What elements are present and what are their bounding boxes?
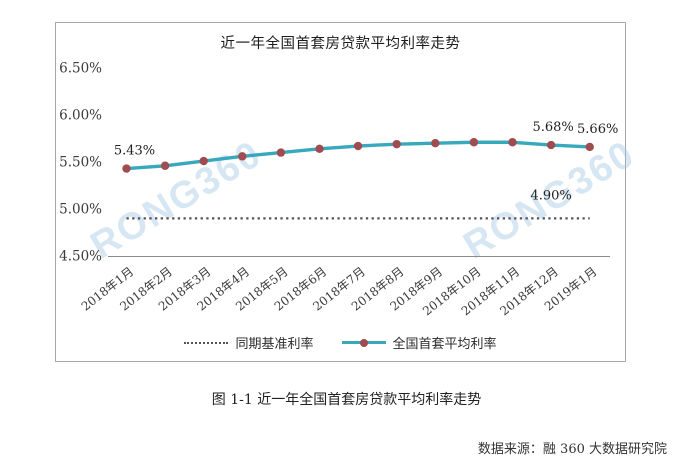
data-point-marker	[122, 164, 131, 173]
data-point-marker	[199, 156, 208, 166]
data-source: 数据来源：融 360 大数据研究院	[477, 442, 667, 457]
point-value-label: 5.66%	[577, 122, 618, 137]
marker-dot-icon	[359, 338, 368, 347]
data-point-marker	[585, 142, 594, 152]
figure-caption: 图 1-1 近一年全国首套房贷款平均利率走势	[211, 392, 482, 408]
point-value-label: 5.43%	[114, 144, 155, 159]
legend-label-average: 全国首套平均利率	[392, 337, 497, 352]
data-point-marker	[508, 138, 517, 147]
legend-label-benchmark: 同期基准利率	[235, 337, 314, 352]
line-chart-plot: 6.50%6.00%5.50%5.00%4.50%2018年1月2018年2月2…	[59, 61, 618, 319]
chart-panel: 近一年全国首套房贷款平均利率走势 RONG360 RONG360 6.50% 6.…	[55, 22, 642, 362]
data-point-marker	[238, 152, 247, 161]
y-axis-tick-label: 6.00%	[59, 108, 102, 124]
y-axis-tick-label: 5.50%	[59, 155, 102, 171]
y-axis-tick-label: 5.00%	[59, 202, 102, 218]
chart-legend: 同期基准利率 全国首套平均利率	[56, 333, 625, 352]
benchmark-value-label: 4.90%	[530, 188, 571, 203]
line-marker-swatch-icon	[341, 338, 386, 347]
legend-item-average: 全国首套平均利率	[341, 333, 497, 352]
data-point-marker	[431, 139, 440, 148]
y-axis-tick-label: 4.50%	[59, 249, 102, 265]
legend-item-benchmark: 同期基准利率	[184, 333, 314, 352]
data-point-marker	[160, 161, 170, 170]
data-point-marker	[469, 138, 479, 147]
data-point-marker	[353, 141, 363, 151]
chart-title: 近一年全国首套房贷款平均利率走势	[220, 36, 461, 52]
dotted-line-swatch-icon	[184, 341, 229, 344]
data-point-marker	[546, 140, 556, 150]
data-point-marker	[392, 139, 401, 149]
data-point-marker	[315, 144, 324, 154]
point-value-label: 5.68%	[532, 120, 573, 135]
data-point-marker	[276, 148, 286, 157]
y-axis-tick-label: 6.50%	[59, 61, 102, 77]
